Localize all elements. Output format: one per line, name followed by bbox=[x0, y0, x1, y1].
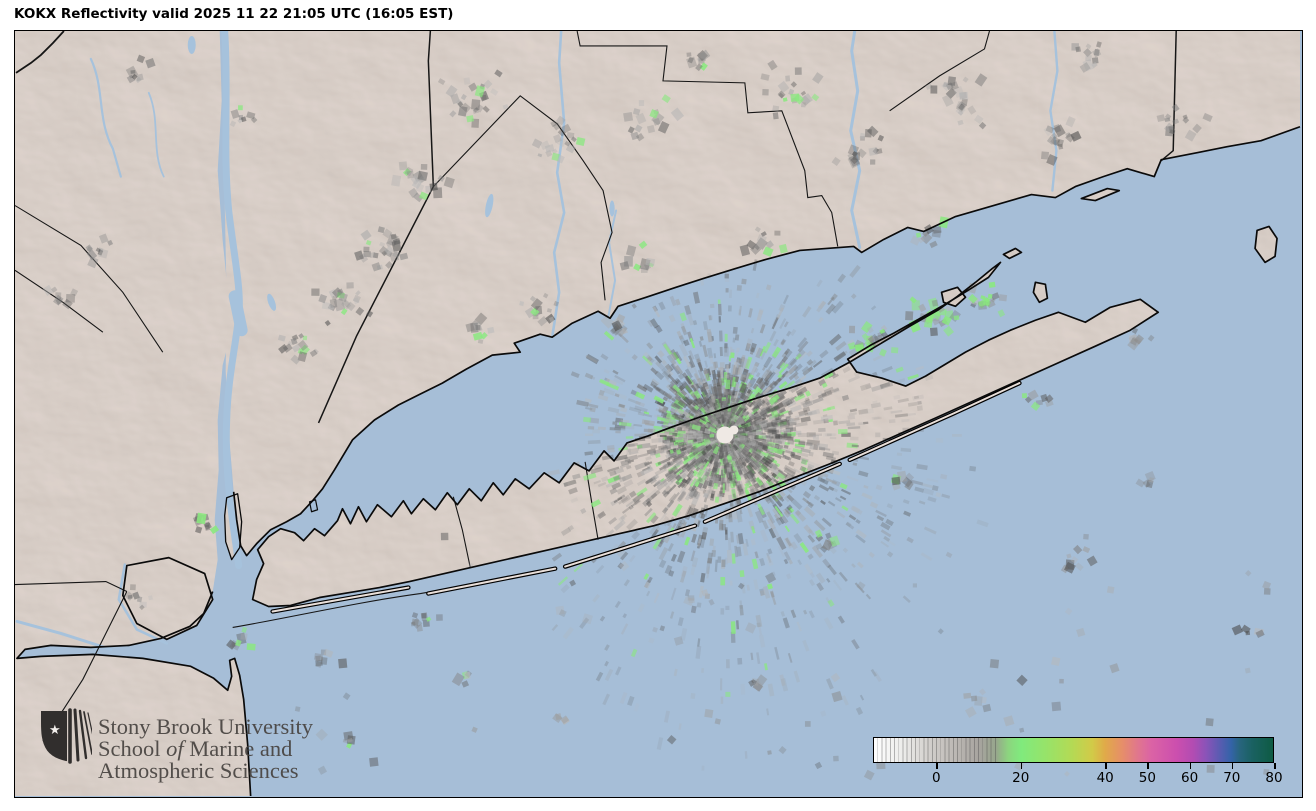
colorbar-tick-label: 60 bbox=[1180, 770, 1199, 786]
colorbar-gradient bbox=[874, 738, 1273, 762]
radar-map-canvas bbox=[15, 31, 1302, 797]
reflectivity-colorbar bbox=[873, 737, 1274, 763]
colorbar-tick bbox=[936, 763, 938, 769]
colorbar-tick bbox=[1105, 763, 1107, 769]
colorbar-tick-label: 0 bbox=[932, 770, 941, 786]
colorbar-tick-label: 80 bbox=[1265, 770, 1283, 786]
colorbar-tick-label: 70 bbox=[1223, 770, 1241, 786]
colorbar-tick bbox=[1147, 763, 1149, 769]
colorbar-segment-lines bbox=[874, 738, 998, 762]
colorbar-tick bbox=[1231, 763, 1234, 769]
colorbar-tick bbox=[1274, 763, 1276, 769]
coastlines bbox=[16, 125, 1301, 797]
radar-echo-layer bbox=[42, 41, 1272, 781]
barrier-islands bbox=[270, 380, 1022, 614]
map-frame bbox=[14, 30, 1303, 798]
radar-site-center bbox=[716, 425, 739, 444]
colorbar-ticks: 0 20 40 50 60 70 80 bbox=[873, 763, 1283, 793]
map-title: KOKX Reflectivity valid 2025 11 22 21:05… bbox=[14, 6, 454, 22]
colorbar-tick-label: 50 bbox=[1138, 770, 1156, 786]
colorbar-tick bbox=[1189, 763, 1192, 769]
rivers bbox=[15, 31, 1059, 651]
boundary-lines bbox=[15, 31, 1177, 742]
colorbar-tick bbox=[1020, 763, 1023, 769]
land-masses bbox=[15, 31, 1302, 797]
colorbar-tick-label: 20 bbox=[1012, 770, 1030, 786]
colorbar-tick-label: 40 bbox=[1096, 770, 1114, 786]
